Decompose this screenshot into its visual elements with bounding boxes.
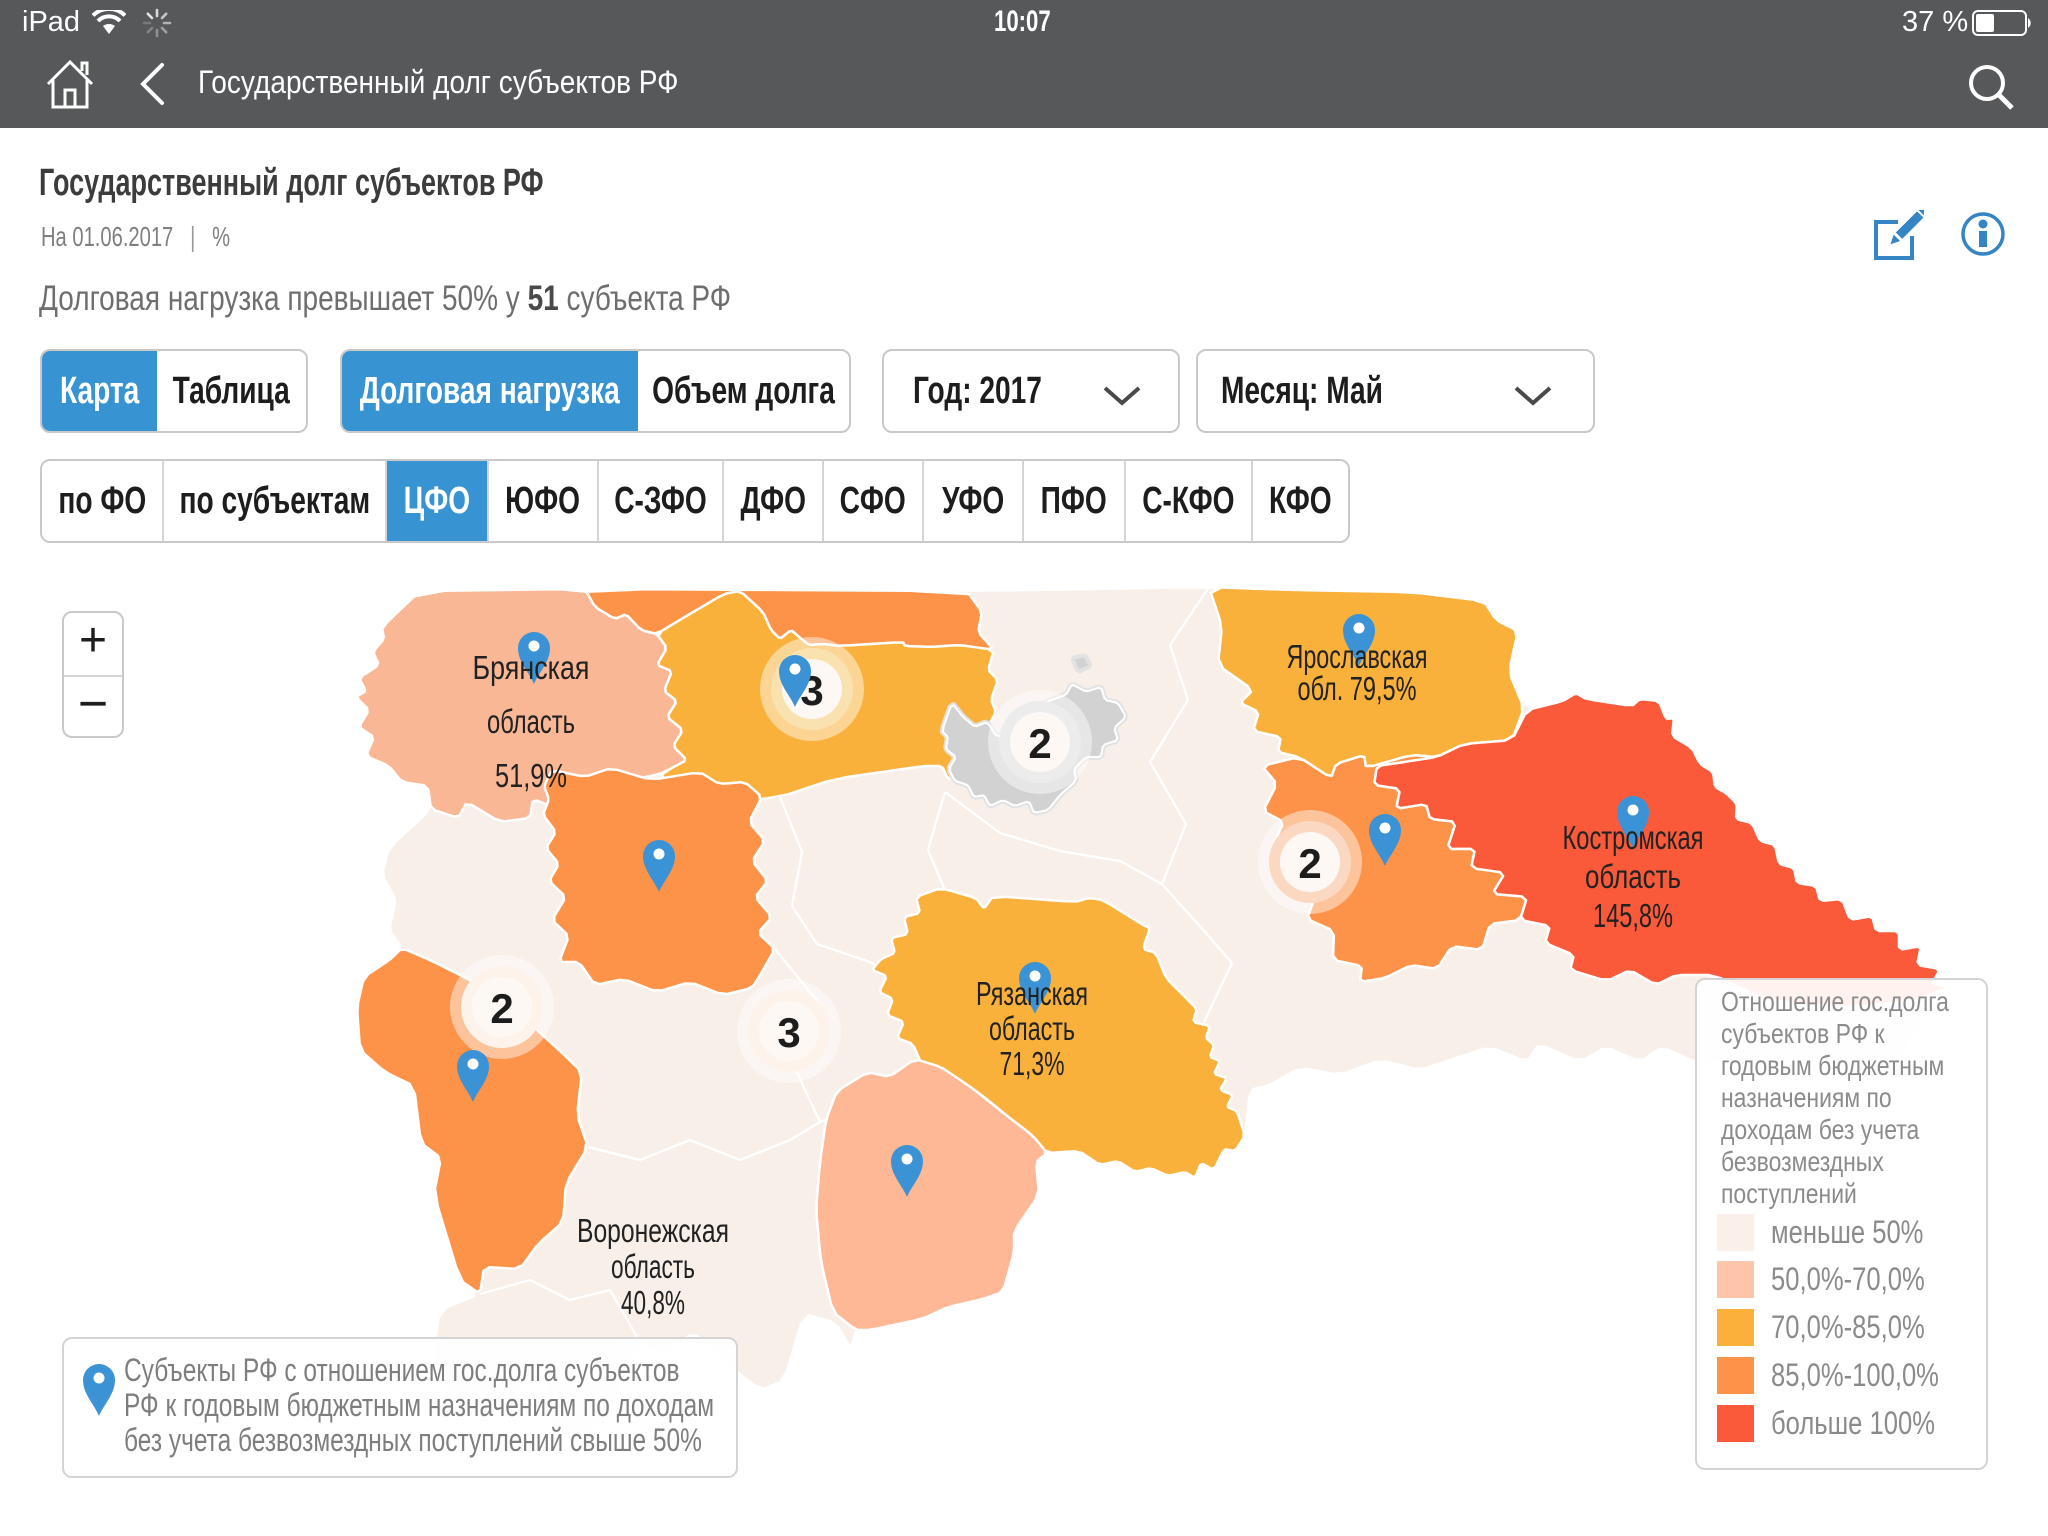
- svg-text:145,8%: 145,8%: [1593, 897, 1673, 934]
- svg-text:область: область: [611, 1248, 695, 1285]
- svg-text:51,9%: 51,9%: [495, 757, 567, 794]
- svg-text:3: 3: [777, 1009, 800, 1056]
- svg-text:71,3%: 71,3%: [1000, 1045, 1065, 1082]
- svg-text:Костромская: Костромская: [1563, 819, 1704, 856]
- svg-text:область: область: [1585, 858, 1681, 895]
- svg-text:Брянская: Брянская: [473, 649, 590, 686]
- svg-text:область: область: [989, 1010, 1075, 1047]
- svg-text:40,8%: 40,8%: [621, 1284, 685, 1321]
- svg-text:Ярославская: Ярославская: [1287, 638, 1428, 675]
- svg-text:Воронежская: Воронежская: [577, 1212, 729, 1249]
- svg-text:2: 2: [1028, 720, 1051, 767]
- svg-text:обл. 79,5%: обл. 79,5%: [1298, 670, 1417, 707]
- svg-text:2: 2: [1298, 840, 1321, 887]
- svg-text:область: область: [487, 703, 575, 740]
- svg-text:2: 2: [490, 985, 513, 1032]
- svg-text:Рязанская: Рязанская: [976, 975, 1088, 1012]
